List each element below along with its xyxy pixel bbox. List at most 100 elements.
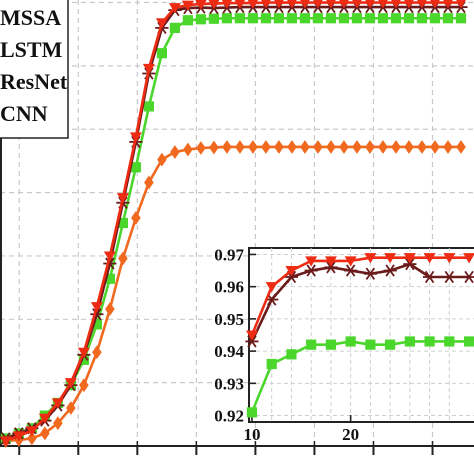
data-point-resnet [91,319,102,330]
data-point-cnn [235,140,245,154]
data-point-resnet [455,13,467,24]
inset-data-point-mssa [403,253,416,264]
data-point-resnet [169,22,181,33]
inset-data-point-mssa [463,253,474,264]
data-point-cnn [313,140,323,154]
data-point-cnn [66,401,76,415]
inset-data-point-resnet [444,336,455,347]
inset-data-point-resnet [286,349,297,360]
data-point-cnn [222,140,232,154]
data-point-cnn [144,175,154,190]
data-point-mssa [129,132,142,143]
inset-data-point-mssa [423,253,436,264]
main-series [0,0,468,448]
data-point-cnn [378,140,388,154]
data-point-mssa [25,426,38,437]
data-point-mssa [261,0,271,9]
data-point-mssa [12,431,25,442]
inset-series-lstm [245,257,474,348]
data-point-resnet [416,13,428,24]
data-point-resnet [364,13,376,24]
inset-data-point-lstm [462,270,474,284]
data-point-cnn [183,142,193,157]
data-point-resnet [273,13,285,24]
inset-data-point-mssa [384,253,397,264]
data-point-resnet [195,14,207,25]
inset-data-point-resnet [306,339,317,350]
data-point-mssa [247,0,259,9]
data-point-resnet [403,13,415,24]
data-point-cnn [79,378,89,393]
data-point-cnn [365,140,375,154]
data-point-mssa [443,0,453,9]
inset-data-point-lstm [324,261,338,274]
data-point-cnn [40,426,50,441]
star-ray [306,264,316,277]
data-point-cnn [391,140,401,154]
data-point-mssa [103,251,116,262]
legend: MSSA LSTM ResNet CNN [0,0,69,139]
star-ray [326,261,336,274]
inset-data-point-lstm [442,270,456,284]
data-point-mssa [313,0,323,9]
star-ray [345,264,356,277]
star-ray [286,270,297,284]
data-point-cnn [300,140,310,154]
inset-data-point-mssa [265,282,278,293]
data-point-cnn [443,140,453,154]
data-point-resnet [351,13,363,24]
data-point-cnn [404,140,414,154]
star-ray [464,270,474,284]
inset-data-point-resnet [345,336,356,347]
inset-y-tick-label: 0.92 [214,407,244,426]
data-point-resnet [442,13,454,24]
data-point-cnn [248,140,258,154]
data-point-mssa [38,413,51,424]
data-point-mssa [287,0,297,9]
data-point-cnn [261,140,271,154]
inset-data-point-lstm [422,270,437,284]
data-point-mssa [456,0,466,9]
data-point-mssa [234,0,246,9]
data-point-mssa [430,0,440,9]
inset-data-point-mssa [364,253,377,264]
inset-y-tick-label: 0.95 [214,310,244,329]
data-point-resnet [338,13,350,24]
legend-label-mssa: MSSA [0,5,61,30]
inset-x-tick-label: 10 [243,425,260,444]
inset-data-point-lstm [304,264,318,277]
inset-data-point-resnet [325,339,337,350]
inset-data-point-resnet [365,339,376,350]
data-point-mssa [195,0,207,10]
data-point-cnn [209,140,219,155]
data-point-cnn [27,431,37,446]
data-point-resnet [299,13,311,24]
star-ray [385,264,395,277]
inset-x-tick-label: 20 [342,425,359,444]
data-point-cnn [352,140,362,154]
inset-data-point-resnet [246,407,258,418]
data-point-cnn [105,302,115,317]
series-mssa [0,0,466,447]
inset-data-point-lstm [363,267,377,280]
data-point-resnet [377,13,389,24]
data-point-mssa [378,0,388,9]
data-point-cnn [417,140,427,154]
data-point-cnn [339,140,349,154]
inset-frame [248,247,474,423]
inset-data-point-mssa [324,256,337,267]
data-point-mssa [365,0,375,9]
data-point-resnet [260,13,272,24]
inset-data-point-resnet [266,358,277,370]
data-point-resnet [208,13,220,24]
data-point-cnn [131,211,141,225]
data-point-cnn [92,345,102,360]
inset-data-point-lstm [245,335,259,348]
inset-data-point-lstm [383,264,397,277]
legend-label-lstm: LSTM [0,37,63,62]
star-ray [365,267,376,280]
data-point-mssa [208,0,220,10]
inset-data-point-mssa [443,253,456,264]
